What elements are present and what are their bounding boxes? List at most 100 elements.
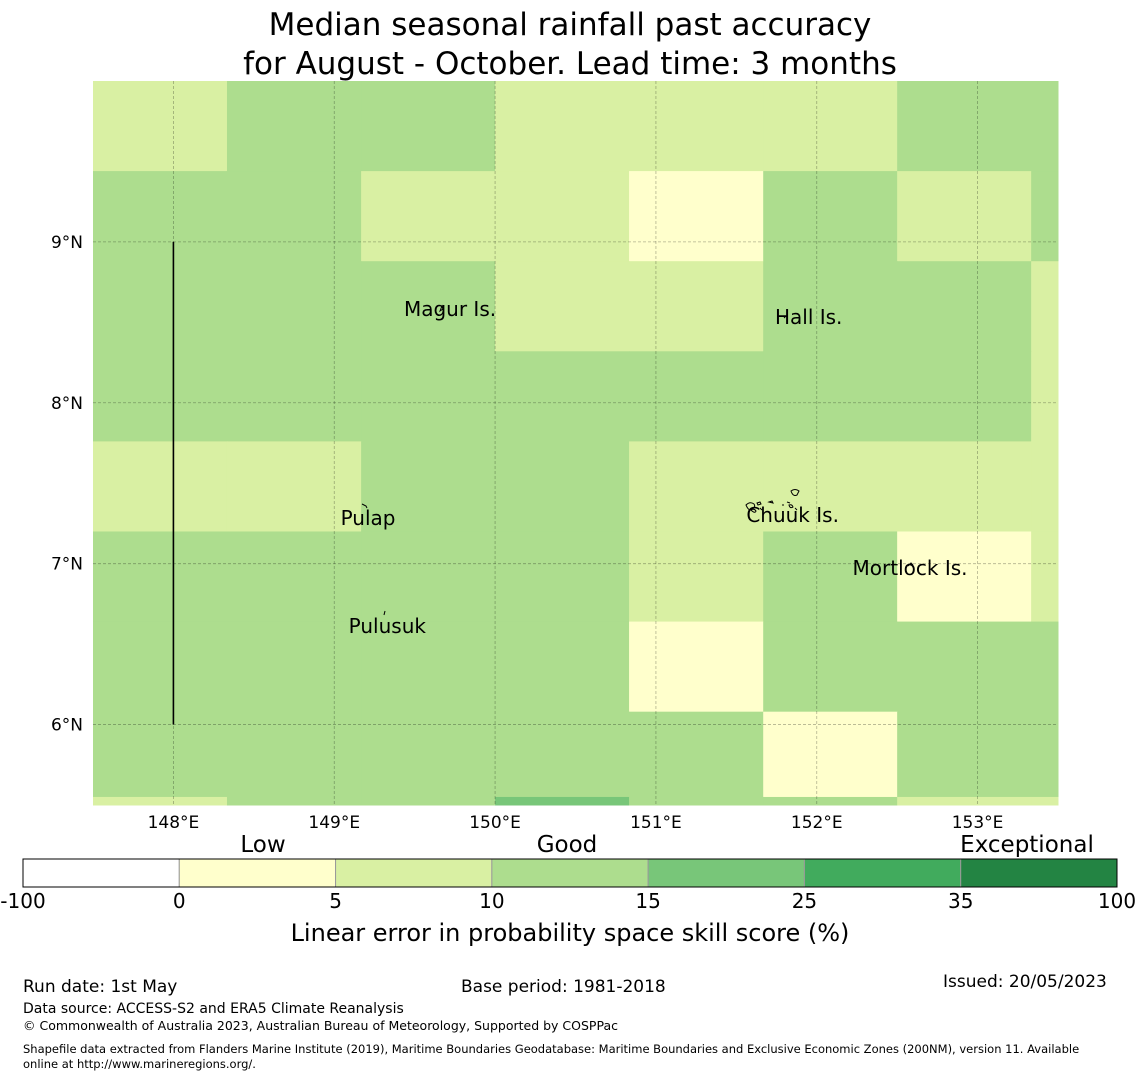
lon-tick-label: 151°E xyxy=(630,813,682,833)
skill-cell xyxy=(763,621,898,713)
skill-cell xyxy=(226,531,362,623)
skill-cell xyxy=(361,711,496,798)
skill-cell xyxy=(495,441,630,532)
skill-cell xyxy=(763,261,898,352)
skill-cell xyxy=(495,261,630,352)
place-label: Hall Is. xyxy=(775,305,842,329)
skill-cell xyxy=(93,711,228,798)
place-label: Pulap xyxy=(341,506,396,530)
skill-cell xyxy=(1031,621,1059,713)
skill-cell xyxy=(495,171,630,262)
lon-tick-label: 152°E xyxy=(791,813,843,833)
skill-cell xyxy=(897,81,1032,172)
skill-cell xyxy=(763,711,898,798)
skill-cell xyxy=(226,261,362,352)
skill-cell xyxy=(93,441,228,532)
place-labels: Magur Is. Hall Is. Pulap Chuuk Is. Mortlock … xyxy=(341,297,968,638)
pulusuk-island-outline xyxy=(383,610,386,616)
skill-cell xyxy=(495,81,630,172)
issued-date: Issued: 20/05/2023 xyxy=(943,972,1107,992)
skill-cell xyxy=(897,711,1032,798)
graticule xyxy=(93,81,1058,805)
skill-cell xyxy=(629,351,764,442)
skill-cell xyxy=(226,441,362,532)
skill-cell xyxy=(226,171,362,262)
skill-cell xyxy=(1031,81,1059,172)
skill-cell xyxy=(897,621,1032,713)
colorbar-tick-label: 15 xyxy=(635,889,660,913)
lat-tick-label: 8°N xyxy=(51,394,83,414)
place-label: Pulusuk xyxy=(349,614,427,638)
skill-cell xyxy=(361,81,496,172)
skill-cell xyxy=(361,621,496,713)
colorbar-swatch xyxy=(803,858,962,888)
colorbar-swatch xyxy=(647,858,805,888)
map-title-line-1: Median seasonal rainfall past accuracy xyxy=(268,7,872,43)
skill-cell xyxy=(1031,351,1059,442)
skill-cell xyxy=(1031,441,1059,532)
skill-cell xyxy=(763,81,898,172)
lat-tick-label: 6°N xyxy=(51,716,83,736)
skill-cell xyxy=(495,796,630,806)
skill-cell xyxy=(629,531,764,623)
colorbar-tick-label: 10 xyxy=(479,889,504,913)
lon-tick-label: 153°E xyxy=(952,813,1004,833)
shapefile-credit-line-2: online at http://www.marineregions.org/. xyxy=(23,1057,256,1071)
colorbar-swatch xyxy=(178,858,337,888)
colorbar-swatch xyxy=(491,858,649,888)
skill-cell xyxy=(1031,796,1059,806)
skill-cell xyxy=(763,531,898,623)
skill-cell xyxy=(763,796,898,806)
magur-island-outline xyxy=(438,304,444,313)
skill-cell xyxy=(763,441,898,532)
skill-cell xyxy=(897,531,1032,623)
skill-cell xyxy=(361,171,496,262)
skill-cell xyxy=(763,171,898,262)
place-label: Mortlock Is. xyxy=(853,556,968,580)
skill-cell xyxy=(629,261,764,352)
colorbar-tick-label: 35 xyxy=(948,889,973,913)
shapefile-credit-line-1: Shapefile data extracted from Flanders M… xyxy=(23,1042,1080,1056)
colorbar-swatch xyxy=(960,858,1118,888)
skill-cell xyxy=(361,351,496,442)
skill-cell xyxy=(93,171,228,262)
skill-cell xyxy=(629,796,764,806)
skill-cell xyxy=(495,711,630,798)
skill-cell xyxy=(495,531,630,623)
colorbar-axis-label: Linear error in probability space skill … xyxy=(291,919,850,947)
skill-cell xyxy=(93,351,228,442)
skill-cell xyxy=(361,261,496,352)
lon-tick-label: 148°E xyxy=(148,813,200,833)
skill-grid xyxy=(93,81,1059,806)
skill-cell xyxy=(495,621,630,713)
lat-tick-label: 7°N xyxy=(51,555,83,575)
map-title-line-2: for August - October. Lead time: 3 month… xyxy=(243,46,897,82)
colorbar-category-label: Exceptional xyxy=(960,832,1094,858)
base-period: Base period: 1981-2018 xyxy=(461,977,666,997)
skill-cell xyxy=(1031,261,1059,352)
skill-cell xyxy=(897,351,1032,442)
colorbar-swatch xyxy=(22,858,180,888)
island-outlines xyxy=(361,304,914,616)
lat-tick-label: 9°N xyxy=(51,233,83,253)
lon-tick-label: 149°E xyxy=(308,813,360,833)
skill-cell xyxy=(897,441,1032,532)
mortlock-island-outline xyxy=(907,562,914,567)
copyright: © Commonwealth of Australia 2023, Austra… xyxy=(23,1018,618,1033)
skill-cell xyxy=(1031,711,1059,798)
colorbar-tick-label: -100 xyxy=(0,889,45,913)
place-label: Magur Is. xyxy=(404,297,496,321)
map-figure: Magur Is. Hall Is. Pulap Chuuk Is. Mortlock … xyxy=(0,81,1136,947)
skill-cell xyxy=(226,351,362,442)
place-label: Chuuk Is. xyxy=(746,503,839,527)
skill-cell xyxy=(361,796,496,806)
skill-cell xyxy=(93,81,228,172)
skill-cell xyxy=(629,711,764,798)
skill-cell xyxy=(226,81,362,172)
colorbar-category-label: Good xyxy=(537,832,598,858)
skill-cell xyxy=(226,621,362,713)
skill-cell xyxy=(226,796,362,806)
colorbar-category-label: Low xyxy=(240,832,285,858)
colorbar-tick-label: 100 xyxy=(1098,889,1136,913)
skill-cell xyxy=(495,351,630,442)
